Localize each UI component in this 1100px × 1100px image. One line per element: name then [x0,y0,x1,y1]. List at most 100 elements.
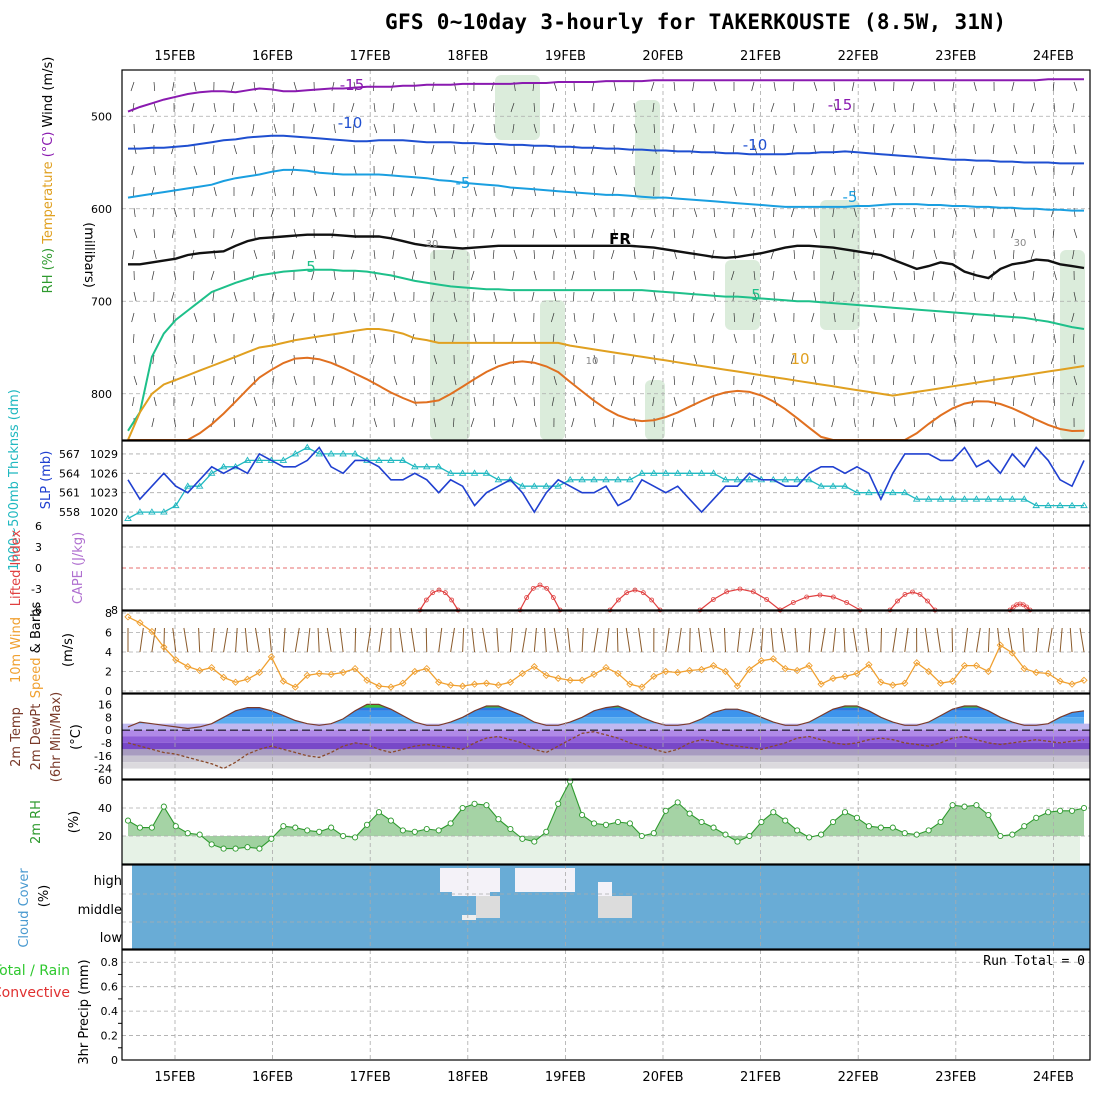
wind-barb [551,312,555,323]
wind-barb [972,333,975,344]
wind-barb [693,354,698,365]
wind-barb [873,375,877,386]
wind-barb [292,333,295,344]
wind-barb [973,291,976,302]
run-total-label: Run Total = 0 [983,954,1085,969]
temp-warm-fill [128,704,1084,708]
wind-barb [433,186,436,197]
wind-barb [813,81,818,92]
wind-barb [733,396,736,407]
wind-speed-point [196,666,204,675]
wind-barb [873,144,876,155]
wind-barb-10m [605,627,610,653]
wind-speed-point [219,673,228,681]
wind-barb [592,312,595,323]
thickness-point [231,462,240,470]
wind-barb [1033,291,1035,302]
rh-point [172,823,179,830]
lifted-index-point [550,595,556,600]
wind-barb [132,249,135,260]
rh-point [160,803,167,810]
date-label-top: 23FEB [935,49,976,64]
rh-point [925,827,932,834]
wind-barb [311,417,315,428]
wind-speed-point [518,669,526,678]
wind-barb [1051,144,1055,155]
thickness-point [638,469,646,476]
wind-barb [352,417,355,428]
thickness-point [327,450,335,457]
wind-barb [693,270,697,281]
wind-speed-point [960,662,969,670]
lifted-index-point [737,586,743,592]
wind-barb [593,123,596,134]
ytick-precip: 0.4 [101,1005,119,1018]
wind-barb [353,375,356,386]
wind-barb [513,249,518,260]
wind-speed-point [662,667,670,676]
ytick-pressure: 700 [91,295,112,308]
wind-barb [313,396,317,407]
wind-barb [270,207,275,218]
thickness-point [339,450,347,457]
wind-barb [653,270,655,281]
rh-point [124,817,132,824]
wind-barb [993,102,997,113]
wind-barb [431,291,435,302]
wind-barb [413,249,417,260]
wind-barb [793,186,796,197]
ytick-thickness: 561 [59,487,80,500]
wind-speed-point [948,677,957,685]
wind-barb [933,228,936,239]
wind-barb [493,144,498,155]
wind-barb [971,102,975,113]
wind-barb [892,291,895,302]
wind-barb [992,291,995,302]
temp-band-fill [128,723,1084,731]
rh-point [853,814,861,821]
rh-point [662,807,669,814]
wind-barb [893,270,898,281]
wind-barb [173,207,177,218]
wind-speed-point [160,643,168,651]
wind-barb [192,333,195,344]
wind-barb [233,123,236,134]
wind-barb [1033,165,1037,176]
wind-barb-10m [1059,627,1063,653]
wind-barb [572,354,575,365]
wind-barb [290,312,295,323]
wind-barb [593,207,597,218]
wind-speed-point [303,671,311,680]
legend-total-rain: Total / Rain [0,963,70,979]
wind-barb [350,396,355,407]
wind-barb [752,396,755,407]
wind-barb [650,375,655,386]
wind-speed-point [853,669,861,678]
wind-barb [813,228,818,239]
wind-barb [451,396,455,407]
wind-barb [573,333,578,344]
wind-barb [312,207,315,218]
wind-barb [830,186,835,197]
ylabel-cloud: Cloud Cover [17,868,32,948]
wind-barb [670,333,675,344]
wind-barb [731,123,735,134]
wind-barb [811,312,815,323]
ylabel-cape: CAPE (J/kg) [71,532,86,604]
wind-barb [1072,249,1075,260]
rh-point [1069,807,1076,814]
wind-barb [912,396,915,407]
wind-barb [171,291,175,302]
wind-barb [650,81,655,92]
wind-barb [910,81,915,92]
wind-barb [993,186,997,197]
ytick-pressure: 800 [91,388,112,401]
wind-barb [1073,144,1077,155]
wind-speed-point [506,678,515,686]
wind-barb-10m [760,627,764,653]
wind-barb-10m [616,627,619,653]
thickness-point [709,469,718,476]
wind-barb [891,354,895,365]
thickness-point [1020,495,1029,502]
lifted-index-point [895,598,900,604]
